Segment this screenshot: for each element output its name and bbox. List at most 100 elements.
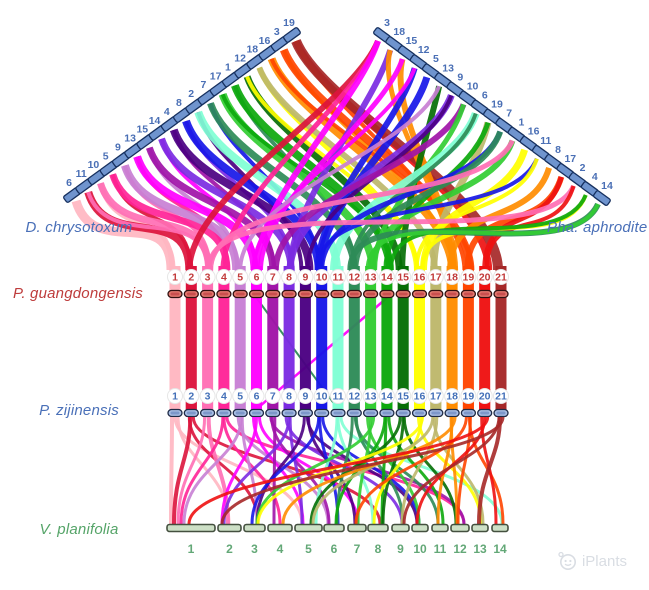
chromosome-number-d-chrysotoxum: 12 [234, 53, 246, 65]
chromosome-number-v-planifolia: 13 [473, 542, 487, 556]
chromosome-circle [346, 269, 363, 285]
synteny-ribbon-bottom [372, 416, 423, 525]
chromosome-number-p-zijinensis: 17 [430, 391, 442, 403]
chromosome-bar-v-planifolia [166, 523, 216, 533]
chromosome-number-p-zijinensis: 8 [286, 391, 292, 403]
chromosome-number-v-planifolia: 7 [354, 542, 361, 556]
chromosome-number-p-zijinensis: 2 [188, 391, 194, 403]
chromosome-number-d-chrysotoxum: 6 [66, 177, 72, 189]
chromosome-number-v-planifolia: 10 [413, 542, 427, 556]
chromosome-bar-v-planifolia [367, 523, 389, 533]
synteny-ribbon-top [269, 58, 474, 271]
chromosome-bar-inner [431, 411, 441, 415]
chromosome-number-p-guangdongensis: 13 [365, 272, 377, 284]
chromosome-bar-inner [252, 411, 261, 415]
synteny-ribbon-bottom [169, 416, 174, 525]
chromosome-number-p-zijinensis: 19 [463, 391, 475, 403]
chromosome-band [430, 298, 442, 409]
chromosome-circle [313, 388, 330, 404]
chromosome-number-pha-aphrodite: 19 [491, 99, 503, 111]
chromosome-band [169, 298, 181, 409]
chromosome-number-p-guangdongensis: 12 [348, 272, 360, 284]
chromosome-band [234, 298, 246, 409]
chromosome-number-v-planifolia: 11 [434, 542, 447, 556]
synteny-ribbon-top [365, 203, 600, 271]
chromosome-number-p-guangdongensis: 17 [430, 272, 442, 284]
synteny-ribbon-bottom [222, 416, 282, 525]
chromosome-bar-rect [593, 190, 611, 206]
chromosome-number-p-zijinensis: 13 [365, 391, 377, 403]
synteny-ribbon-bottom [255, 416, 376, 525]
synteny-ribbon-bottom [236, 416, 330, 525]
chromosome-circle [281, 269, 298, 285]
chromosome-number-d-chrysotoxum: 18 [246, 44, 258, 56]
chromosome-circle [248, 388, 265, 404]
chromosome-number-pha-aphrodite: 4 [592, 171, 598, 183]
chromosome-number-d-chrysotoxum: 2 [188, 88, 194, 100]
chromosome-circle [493, 269, 509, 285]
chromosome-circle [232, 388, 249, 404]
chromosome-circle [460, 388, 477, 404]
chromosome-circle [395, 269, 412, 285]
chromosome-band [446, 298, 458, 409]
chromosome-band [202, 298, 214, 409]
chromosome-bar-inner [284, 411, 294, 415]
chromosome-circle [264, 269, 281, 285]
chromosome-circle [330, 388, 346, 404]
chromosome-circle [378, 388, 395, 404]
chromosome-bar-d-chrysotoxum [283, 27, 301, 43]
chromosome-band [397, 298, 409, 409]
chromosome-number-pha-aphrodite: 14 [601, 180, 613, 192]
synteny-ribbon-top [447, 166, 552, 271]
chromosome-band [218, 298, 230, 409]
chromosome-circle [215, 388, 232, 404]
chromosome-number-p-guangdongensis: 15 [397, 272, 409, 284]
synteny-ribbon-bottom [176, 416, 207, 525]
synteny-ribbon-bottom [467, 416, 505, 525]
chromosome-circle [378, 269, 395, 285]
chromosome-number-p-zijinensis: 12 [348, 391, 360, 403]
chromosome-band [348, 298, 360, 409]
chromosome-number-p-guangdongensis: 19 [463, 272, 475, 284]
synteny-ribbon-bottom [255, 416, 306, 525]
chromosome-band [414, 298, 425, 409]
chromosome-number-v-planifolia: 9 [397, 542, 404, 556]
chromosome-bar-v-planifolia [391, 523, 410, 533]
chromosome-number-d-chrysotoxum: 4 [164, 106, 170, 118]
chromosome-number-v-planifolia: 12 [453, 542, 467, 556]
synteny-ribbon-top [272, 103, 467, 271]
chromosome-bar-pha-aphrodite [593, 190, 611, 206]
bottom-row: 1 2 3 4 5 6 7 8 9 10 11 12 13 14 [166, 523, 509, 556]
synteny-ribbon-bottom [250, 416, 321, 525]
species-label-p-guangdongensis: P. guangdongensis [13, 285, 143, 302]
chromosome-number-pha-aphrodite: 3 [384, 17, 390, 29]
chromosome-bar-v-planifolia [491, 523, 509, 533]
chromosome-band [381, 298, 393, 409]
species-label-d-chrysotoxum: D. chrysotoxum [25, 219, 133, 236]
chromosome-band [251, 298, 262, 409]
synteny-ribbon-bottom [402, 416, 501, 525]
synteny-ribbon-bottom [220, 416, 258, 525]
bottom-ribbon-layer [169, 416, 505, 525]
chromosome-number-d-chrysotoxum: 10 [88, 159, 100, 171]
chromosome-number-d-chrysotoxum: 5 [103, 150, 109, 162]
chromosome-number-p-guangdongensis: 4 [221, 272, 227, 284]
chromosome-number-d-chrysotoxum: 16 [259, 35, 271, 47]
chromosome-number-p-guangdongensis: 6 [254, 272, 260, 284]
chromosome-number-p-guangdongensis: 5 [237, 272, 243, 284]
synteny-ribbon-top [251, 67, 417, 271]
chromosome-bar-inner [333, 411, 343, 415]
chromosome-circle [444, 388, 461, 404]
chromosome-bar-inner [300, 411, 310, 415]
chromosome-bar-inner [235, 411, 245, 415]
chromosome-number-p-zijinensis: 15 [397, 391, 409, 403]
synteny-ribbon-top [169, 128, 314, 271]
chromosome-circle [476, 388, 493, 404]
chromosome-bar-inner [268, 292, 278, 296]
chromosome-bar-inner [333, 292, 343, 296]
chromosome-number-p-zijinensis: 20 [479, 391, 491, 403]
synteny-ribbon-bottom [172, 416, 193, 525]
chromosome-number-p-guangdongensis: 3 [205, 272, 211, 284]
chromosome-band [316, 298, 328, 409]
